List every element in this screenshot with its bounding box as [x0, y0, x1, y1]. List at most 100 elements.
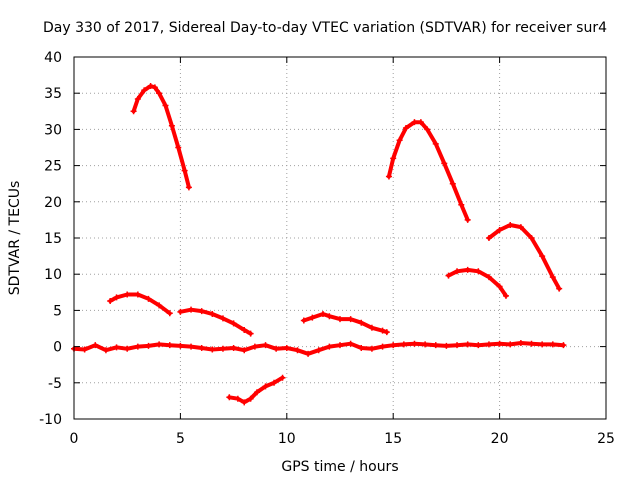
- data-point: [507, 221, 514, 228]
- data-point: [130, 108, 137, 115]
- data-point: [326, 343, 333, 350]
- data-point: [368, 345, 375, 352]
- data-point: [556, 285, 563, 292]
- data-point: [315, 347, 322, 354]
- y-tick-label: 20: [44, 195, 62, 211]
- y-tick-label: -5: [48, 376, 62, 392]
- data-point: [156, 341, 163, 348]
- y-tick-label: -10: [39, 412, 62, 428]
- data-point: [517, 339, 524, 346]
- data-point: [396, 137, 403, 144]
- x-tick-label: 15: [384, 431, 402, 447]
- data-point: [177, 308, 184, 315]
- x-tick-label: 25: [597, 431, 615, 447]
- data-point: [549, 274, 556, 281]
- data-point: [177, 342, 184, 349]
- data-point: [464, 341, 471, 348]
- series-arc-6: [386, 120, 470, 222]
- series-group: [71, 82, 567, 406]
- data-point: [496, 283, 503, 290]
- data-point: [337, 342, 343, 349]
- data-point: [162, 102, 169, 109]
- data-point: [390, 155, 397, 162]
- data-point: [424, 126, 431, 133]
- data-point: [151, 84, 158, 91]
- data-point: [347, 340, 354, 347]
- x-axis-label: GPS time / hours: [281, 459, 398, 475]
- data-point: [443, 342, 450, 349]
- data-point: [337, 316, 343, 323]
- data-point: [209, 311, 216, 318]
- data-point: [185, 184, 192, 191]
- data-point: [219, 345, 226, 352]
- data-point: [454, 268, 461, 275]
- data-point: [560, 342, 567, 349]
- data-point: [539, 253, 546, 260]
- y-tick-label: 35: [44, 86, 62, 102]
- data-point: [241, 326, 248, 333]
- data-point: [145, 342, 152, 349]
- grid: [74, 57, 606, 419]
- y-tick-labels: -10 -5 0 5 10 15 20 25 30 35 40: [39, 50, 62, 428]
- data-point: [464, 266, 471, 273]
- data-point: [358, 345, 365, 352]
- data-point: [475, 268, 482, 275]
- y-axis-label: SDTVAR / TECUs: [7, 181, 23, 296]
- data-point: [358, 319, 365, 326]
- data-point: [124, 291, 131, 298]
- data-point: [241, 399, 248, 406]
- data-point: [209, 346, 216, 353]
- data-point: [262, 342, 269, 349]
- data-point: [300, 317, 307, 324]
- data-point: [454, 342, 461, 349]
- data-point: [107, 297, 114, 304]
- data-point: [347, 316, 354, 323]
- data-point: [549, 341, 556, 348]
- data-point: [198, 308, 205, 315]
- data-point: [517, 224, 524, 231]
- data-point: [385, 173, 392, 180]
- data-point: [411, 340, 418, 347]
- data-point: [175, 144, 182, 151]
- data-point: [271, 379, 278, 386]
- data-point: [379, 343, 386, 350]
- data-point: [156, 302, 163, 309]
- data-point: [156, 90, 163, 97]
- data-point: [402, 124, 409, 131]
- y-tick-label: 40: [44, 50, 62, 66]
- data-point: [464, 216, 471, 223]
- data-point: [273, 345, 280, 352]
- x-tick-labels: 0 5 10 15 20 25: [70, 431, 615, 447]
- x-tick-label: 20: [491, 431, 509, 447]
- data-point: [145, 295, 152, 302]
- data-point: [113, 294, 120, 301]
- data-point: [400, 341, 407, 348]
- data-point: [124, 345, 131, 352]
- data-point: [279, 374, 286, 381]
- data-point: [283, 345, 290, 352]
- data-point: [496, 227, 503, 234]
- data-point: [147, 82, 154, 89]
- data-point: [319, 311, 326, 318]
- data-point: [305, 350, 312, 357]
- data-point: [141, 87, 148, 94]
- data-point: [485, 274, 492, 281]
- y-tick-label: 15: [44, 231, 62, 247]
- data-point: [251, 343, 258, 350]
- chart-title: Day 330 of 2017, Sidereal Day-to-day VTE…: [43, 20, 607, 36]
- data-point: [458, 201, 465, 208]
- data-point: [188, 343, 195, 350]
- y-tick-label: 0: [53, 340, 62, 356]
- data-point: [475, 342, 482, 349]
- data-point: [432, 140, 439, 147]
- data-point: [539, 341, 546, 348]
- x-tick-label: 5: [176, 431, 185, 447]
- data-point: [226, 394, 233, 401]
- data-point: [81, 346, 88, 353]
- data-point: [309, 314, 316, 321]
- data-point: [441, 160, 448, 167]
- data-point: [379, 327, 386, 334]
- data-point: [485, 235, 492, 241]
- y-tick-label: 10: [44, 267, 62, 283]
- data-point: [219, 315, 226, 322]
